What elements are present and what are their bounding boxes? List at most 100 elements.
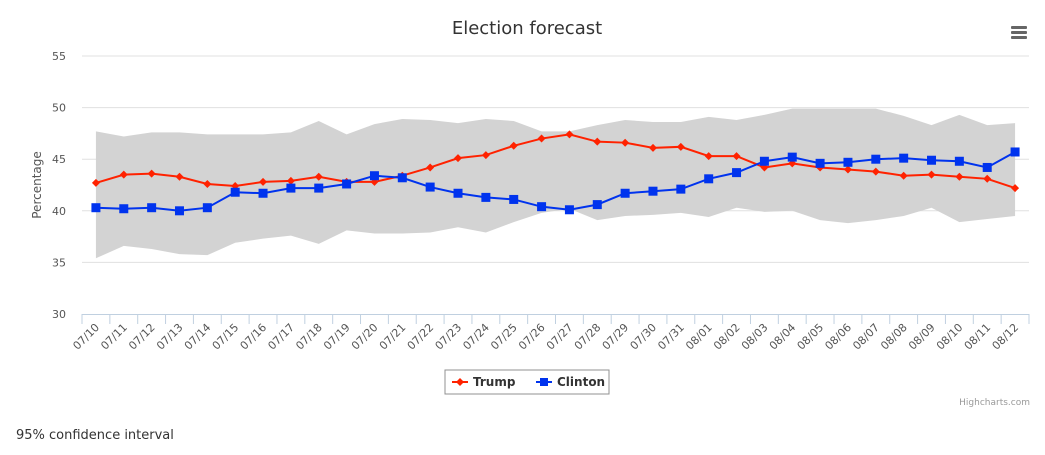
data-point	[481, 192, 491, 202]
data-point	[230, 187, 240, 197]
x-tick-label: 08/12	[990, 321, 1022, 353]
x-tick-label: 07/11	[98, 321, 130, 353]
data-point	[565, 130, 574, 139]
x-tick-label: 07/23	[433, 321, 465, 353]
x-tick-label: 07/20	[349, 321, 381, 353]
data-point	[119, 204, 129, 214]
x-tick-label: 07/21	[377, 321, 409, 353]
data-point	[704, 152, 713, 161]
data-point	[564, 205, 574, 215]
data-point	[369, 171, 379, 181]
x-tick-label: 07/26	[516, 321, 548, 353]
hamburger-menu-icon[interactable]	[1011, 26, 1027, 39]
series-line	[95, 151, 1016, 212]
x-tick-label: 07/29	[600, 321, 632, 353]
chart: Election forecast Percentage 30 35 40 45 50 5…	[30, 18, 1030, 408]
x-tick-label: 07/19	[321, 321, 353, 353]
data-point	[258, 188, 268, 198]
data-point	[537, 202, 547, 212]
x-tick-label: 08/09	[906, 321, 938, 353]
series-trump	[91, 130, 1020, 193]
data-point	[454, 154, 463, 163]
x-tick-label: 07/12	[126, 321, 158, 353]
data-point	[286, 183, 296, 193]
data-point	[676, 184, 686, 194]
x-tick-label: 07/14	[182, 321, 214, 353]
data-point	[147, 203, 157, 213]
legend-item-clinton[interactable]: Clinton	[536, 375, 605, 389]
data-point	[453, 188, 463, 198]
x-tick-label: 07/27	[544, 321, 576, 353]
data-point	[202, 203, 212, 213]
data-point	[342, 179, 352, 189]
y-tick-label: 30	[52, 308, 66, 321]
data-point	[732, 152, 741, 161]
data-point	[648, 143, 657, 152]
data-point	[314, 172, 323, 181]
data-point	[286, 176, 295, 185]
x-tick-label: 07/30	[627, 321, 659, 353]
data-point	[620, 188, 630, 198]
data-point	[509, 141, 518, 150]
data-point	[119, 170, 128, 179]
x-tick-label: 07/28	[572, 321, 604, 353]
x-tick-label: 07/31	[655, 321, 687, 353]
x-tick-label: 08/06	[822, 321, 854, 353]
data-point	[481, 151, 490, 160]
data-point	[314, 183, 324, 193]
diamond-icon	[456, 378, 464, 386]
data-point	[203, 179, 212, 188]
legend-label: Clinton	[557, 375, 605, 389]
y-tick-label: 50	[52, 102, 66, 115]
data-point	[648, 186, 658, 196]
x-tick-label: 08/05	[795, 321, 827, 353]
data-point	[955, 172, 964, 181]
legend: Trump Clinton	[444, 369, 610, 395]
data-point	[843, 165, 852, 174]
data-point	[397, 173, 407, 183]
data-point	[676, 142, 685, 151]
data-point	[509, 194, 519, 204]
chart-title: Election forecast	[452, 18, 602, 39]
data-point	[954, 156, 964, 166]
data-point	[843, 157, 853, 167]
y-tick-label: 35	[52, 256, 66, 269]
x-tick-label: 07/16	[238, 321, 270, 353]
x-tick-label: 08/10	[934, 321, 966, 353]
confidence-band	[95, 108, 1016, 259]
x-tick-label: 07/18	[293, 321, 325, 353]
x-tick-label: 08/11	[962, 321, 994, 353]
x-tick-label: 07/15	[210, 321, 242, 353]
data-point	[147, 169, 156, 178]
data-point	[425, 182, 435, 192]
data-point	[704, 174, 714, 184]
data-point	[899, 171, 908, 180]
y-tick-label: 45	[52, 153, 66, 166]
data-point	[759, 156, 769, 166]
data-point	[426, 163, 435, 172]
x-tick-label: 08/07	[850, 321, 882, 353]
legend-item-trump[interactable]: Trump	[452, 375, 516, 389]
data-point	[537, 134, 546, 143]
series-line	[95, 133, 1016, 190]
data-point	[175, 172, 184, 181]
data-point	[927, 155, 937, 165]
data-point	[815, 158, 825, 168]
series-clinton	[91, 147, 1020, 216]
y-axis-label: Percentage	[30, 151, 44, 219]
credits-link[interactable]: Highcharts.com	[959, 398, 1030, 408]
data-point	[927, 170, 936, 179]
data-point	[732, 168, 742, 178]
x-tick-label: 07/22	[405, 321, 437, 353]
data-point	[259, 177, 268, 186]
data-point	[91, 203, 101, 213]
footnote: 95% confidence interval	[16, 428, 174, 443]
data-point	[1010, 147, 1020, 157]
data-point	[982, 162, 992, 172]
data-point	[621, 138, 630, 147]
x-tick-label: 07/13	[154, 321, 186, 353]
y-tick-label: 40	[52, 205, 66, 218]
x-tick-label: 08/08	[878, 321, 910, 353]
data-point	[871, 167, 880, 176]
